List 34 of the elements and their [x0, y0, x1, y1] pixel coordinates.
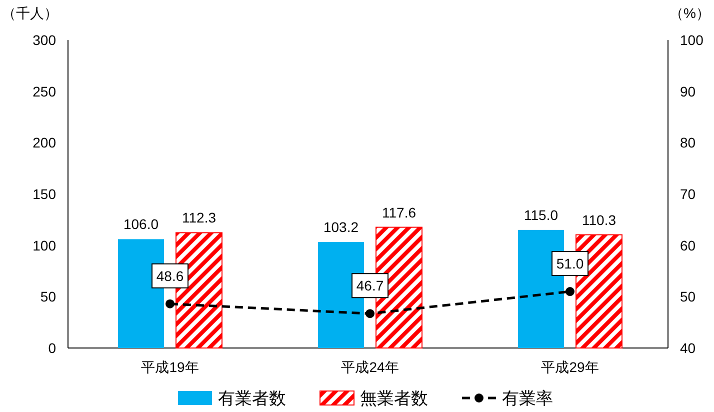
y2-tick-label: 80	[680, 134, 696, 151]
legend-label: 有業率	[502, 389, 553, 408]
y-tick-label: 50	[40, 288, 56, 305]
y2-tick-label: 50	[680, 288, 696, 305]
y-tick-label: 0	[48, 340, 56, 356]
data-label: 48.6	[156, 268, 184, 284]
y-tick-label: 250	[32, 83, 56, 100]
y-axis-title: （千人）	[2, 5, 58, 21]
y2-tick-label: 60	[680, 237, 696, 254]
x-tick-label: 平成19年	[141, 359, 199, 375]
data-label: 115.0	[524, 206, 558, 223]
y-tick-label: 150	[32, 186, 56, 202]
data-label: 117.6	[382, 204, 416, 220]
y2-tick-label: 70	[680, 186, 696, 202]
y-tick-label: 100	[32, 237, 56, 254]
data-label: 106.0	[123, 216, 159, 232]
point	[166, 299, 174, 308]
y2-tick-label: 40	[680, 340, 696, 356]
legend-label: 有業者数	[218, 389, 286, 408]
x-tick-label: 平成24年	[341, 359, 399, 375]
data-label: 112.3	[182, 210, 216, 226]
point	[566, 287, 574, 296]
x-tick-label: 平成29年	[541, 359, 599, 375]
legend-label: 無業者数	[360, 389, 428, 408]
y2-axis-title: （%）	[670, 5, 710, 21]
y2-tick-label: 90	[680, 83, 696, 100]
data-label: 103.2	[323, 219, 359, 236]
y2-tick-label: 100	[680, 32, 704, 48]
y-tick-label: 200	[32, 134, 56, 151]
data-label: 46.7	[356, 278, 384, 294]
y-tick-label: 300	[32, 32, 56, 48]
data-label: 110.3	[582, 212, 616, 228]
point	[366, 309, 374, 318]
data-label: 51.0	[556, 256, 584, 272]
